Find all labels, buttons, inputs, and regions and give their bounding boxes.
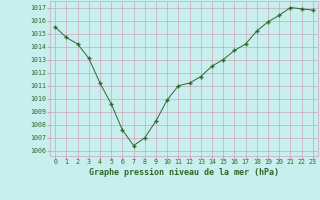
X-axis label: Graphe pression niveau de la mer (hPa): Graphe pression niveau de la mer (hPa) xyxy=(89,168,279,177)
